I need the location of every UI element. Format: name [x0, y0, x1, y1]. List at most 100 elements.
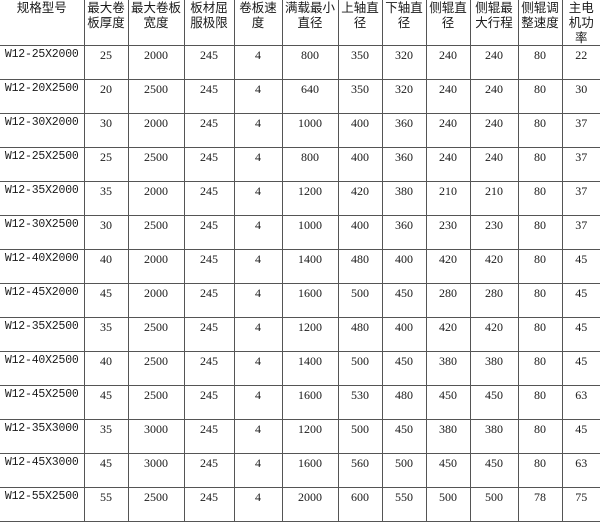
cell-side_roll_dia: 450 — [425, 453, 470, 489]
cell-max_width: 2500 — [127, 351, 184, 387]
cell-side_roll_travel: 240 — [469, 45, 518, 81]
cell-max_width: 3000 — [127, 453, 184, 489]
column-header-model: 规格型号 — [0, 0, 84, 47]
cell-model: W12-25X2500 — [0, 147, 84, 183]
cell-lower_shaft_dia: 320 — [381, 45, 426, 81]
cell-side_roll_travel: 420 — [469, 249, 518, 285]
cell-yield_limit: 245 — [183, 45, 234, 81]
table-row: W12-35X3000 35 3000 245 4 1200 500 450 380 380 80 4… — [0, 419, 600, 455]
cell-yield_limit: 245 — [183, 385, 234, 421]
cell-upper_shaft_dia: 350 — [337, 79, 382, 115]
cell-model: W12-45X2500 — [0, 385, 84, 421]
cell-motor_power: 45 — [561, 419, 600, 455]
cell-min_diameter: 1200 — [281, 181, 338, 217]
cell-motor_power: 45 — [561, 283, 600, 319]
cell-motor_power: 45 — [561, 317, 600, 353]
cell-lower_shaft_dia: 360 — [381, 113, 426, 149]
table-row: W12-40X2000 40 2000 245 4 1400 480 400 420 420 80 4… — [0, 249, 600, 285]
cell-yield_limit: 245 — [183, 181, 234, 217]
cell-yield_limit: 245 — [183, 147, 234, 183]
cell-model: W12-35X2000 — [0, 181, 84, 217]
cell-max_thickness: 55 — [83, 487, 128, 522]
cell-side_roll_travel: 280 — [469, 283, 518, 319]
table-row: W12-45X3000 45 3000 245 4 1600 560 500 450 450 80 6… — [0, 453, 600, 489]
cell-max_thickness: 25 — [83, 45, 128, 81]
cell-lower_shaft_dia: 360 — [381, 147, 426, 183]
cell-side_roll_speed: 80 — [517, 385, 562, 421]
cell-max_thickness: 40 — [83, 351, 128, 387]
cell-min_diameter: 1400 — [281, 249, 338, 285]
cell-side_roll_dia: 420 — [425, 317, 470, 353]
table-row: W12-45X2500 45 2500 245 4 1600 530 480 450 450 80 6… — [0, 385, 600, 421]
column-header-side_roll_dia: 侧辊直径 — [425, 0, 470, 47]
table-header-row: 规格型号 最大卷板厚度 最大卷板宽度 板材屈服极限 卷板速度 满载最小直径 上轴直径 下轴直径… — [0, 0, 600, 47]
cell-motor_power: 63 — [561, 385, 600, 421]
cell-model: W12-55X2500 — [0, 487, 84, 522]
cell-max_thickness: 45 — [83, 385, 128, 421]
table-header: 规格型号 最大卷板厚度 最大卷板宽度 板材屈服极限 卷板速度 满载最小直径 上轴直径 下轴直径… — [0, 0, 600, 47]
column-header-side_roll_speed: 侧辊调整速度 — [517, 0, 562, 47]
column-header-roll_speed: 卷板速度 — [233, 0, 282, 47]
cell-side_roll_dia: 240 — [425, 147, 470, 183]
cell-side_roll_dia: 280 — [425, 283, 470, 319]
cell-motor_power: 37 — [561, 215, 600, 251]
column-header-motor_power: 主电机功率 — [561, 0, 600, 47]
cell-roll_speed: 4 — [233, 45, 282, 81]
cell-side_roll_speed: 80 — [517, 181, 562, 217]
cell-roll_speed: 4 — [233, 487, 282, 522]
cell-max_thickness: 20 — [83, 79, 128, 115]
cell-lower_shaft_dia: 400 — [381, 317, 426, 353]
cell-upper_shaft_dia: 500 — [337, 351, 382, 387]
cell-roll_speed: 4 — [233, 351, 282, 387]
cell-lower_shaft_dia: 360 — [381, 215, 426, 251]
table-row: W12-35X2500 35 2500 245 4 1200 480 400 420 420 80 4… — [0, 317, 600, 353]
cell-lower_shaft_dia: 380 — [381, 181, 426, 217]
cell-side_roll_dia: 230 — [425, 215, 470, 251]
cell-side_roll_dia: 380 — [425, 419, 470, 455]
table-body: W12-25X2000 25 2000 245 4 800 350 320 240 240 80 22… — [0, 45, 600, 522]
cell-side_roll_travel: 380 — [469, 351, 518, 387]
cell-model: W12-35X2500 — [0, 317, 84, 353]
cell-motor_power: 30 — [561, 79, 600, 115]
cell-min_diameter: 1600 — [281, 385, 338, 421]
cell-min_diameter: 1600 — [281, 453, 338, 489]
table-row: W12-25X2500 25 2500 245 4 800 400 360 240 240 80 37 — [0, 147, 600, 183]
cell-side_roll_speed: 80 — [517, 79, 562, 115]
cell-side_roll_dia: 210 — [425, 181, 470, 217]
column-header-lower_shaft_dia: 下轴直径 — [381, 0, 426, 47]
cell-model: W12-40X2500 — [0, 351, 84, 387]
cell-max_thickness: 25 — [83, 147, 128, 183]
cell-motor_power: 37 — [561, 113, 600, 149]
cell-max_width: 2500 — [127, 385, 184, 421]
cell-side_roll_travel: 450 — [469, 385, 518, 421]
cell-upper_shaft_dia: 400 — [337, 215, 382, 251]
cell-roll_speed: 4 — [233, 249, 282, 285]
cell-lower_shaft_dia: 320 — [381, 79, 426, 115]
cell-max_width: 2000 — [127, 45, 184, 81]
cell-yield_limit: 245 — [183, 453, 234, 489]
cell-upper_shaft_dia: 350 — [337, 45, 382, 81]
cell-side_roll_speed: 80 — [517, 453, 562, 489]
cell-motor_power: 22 — [561, 45, 600, 81]
cell-max_width: 2500 — [127, 317, 184, 353]
cell-side_roll_speed: 80 — [517, 147, 562, 183]
cell-roll_speed: 4 — [233, 283, 282, 319]
cell-upper_shaft_dia: 420 — [337, 181, 382, 217]
cell-yield_limit: 245 — [183, 487, 234, 522]
cell-min_diameter: 800 — [281, 147, 338, 183]
cell-side_roll_speed: 80 — [517, 283, 562, 319]
cell-upper_shaft_dia: 600 — [337, 487, 382, 522]
cell-model: W12-45X2000 — [0, 283, 84, 319]
cell-side_roll_dia: 240 — [425, 79, 470, 115]
cell-min_diameter: 1000 — [281, 113, 338, 149]
cell-model: W12-20X2500 — [0, 79, 84, 115]
cell-side_roll_dia: 240 — [425, 113, 470, 149]
cell-motor_power: 37 — [561, 147, 600, 183]
cell-side_roll_speed: 80 — [517, 419, 562, 455]
cell-max_thickness: 35 — [83, 317, 128, 353]
cell-side_roll_dia: 380 — [425, 351, 470, 387]
cell-yield_limit: 245 — [183, 419, 234, 455]
table-row: W12-30X2000 30 2000 245 4 1000 400 360 240 240 80 3… — [0, 113, 600, 149]
cell-max_thickness: 35 — [83, 419, 128, 455]
